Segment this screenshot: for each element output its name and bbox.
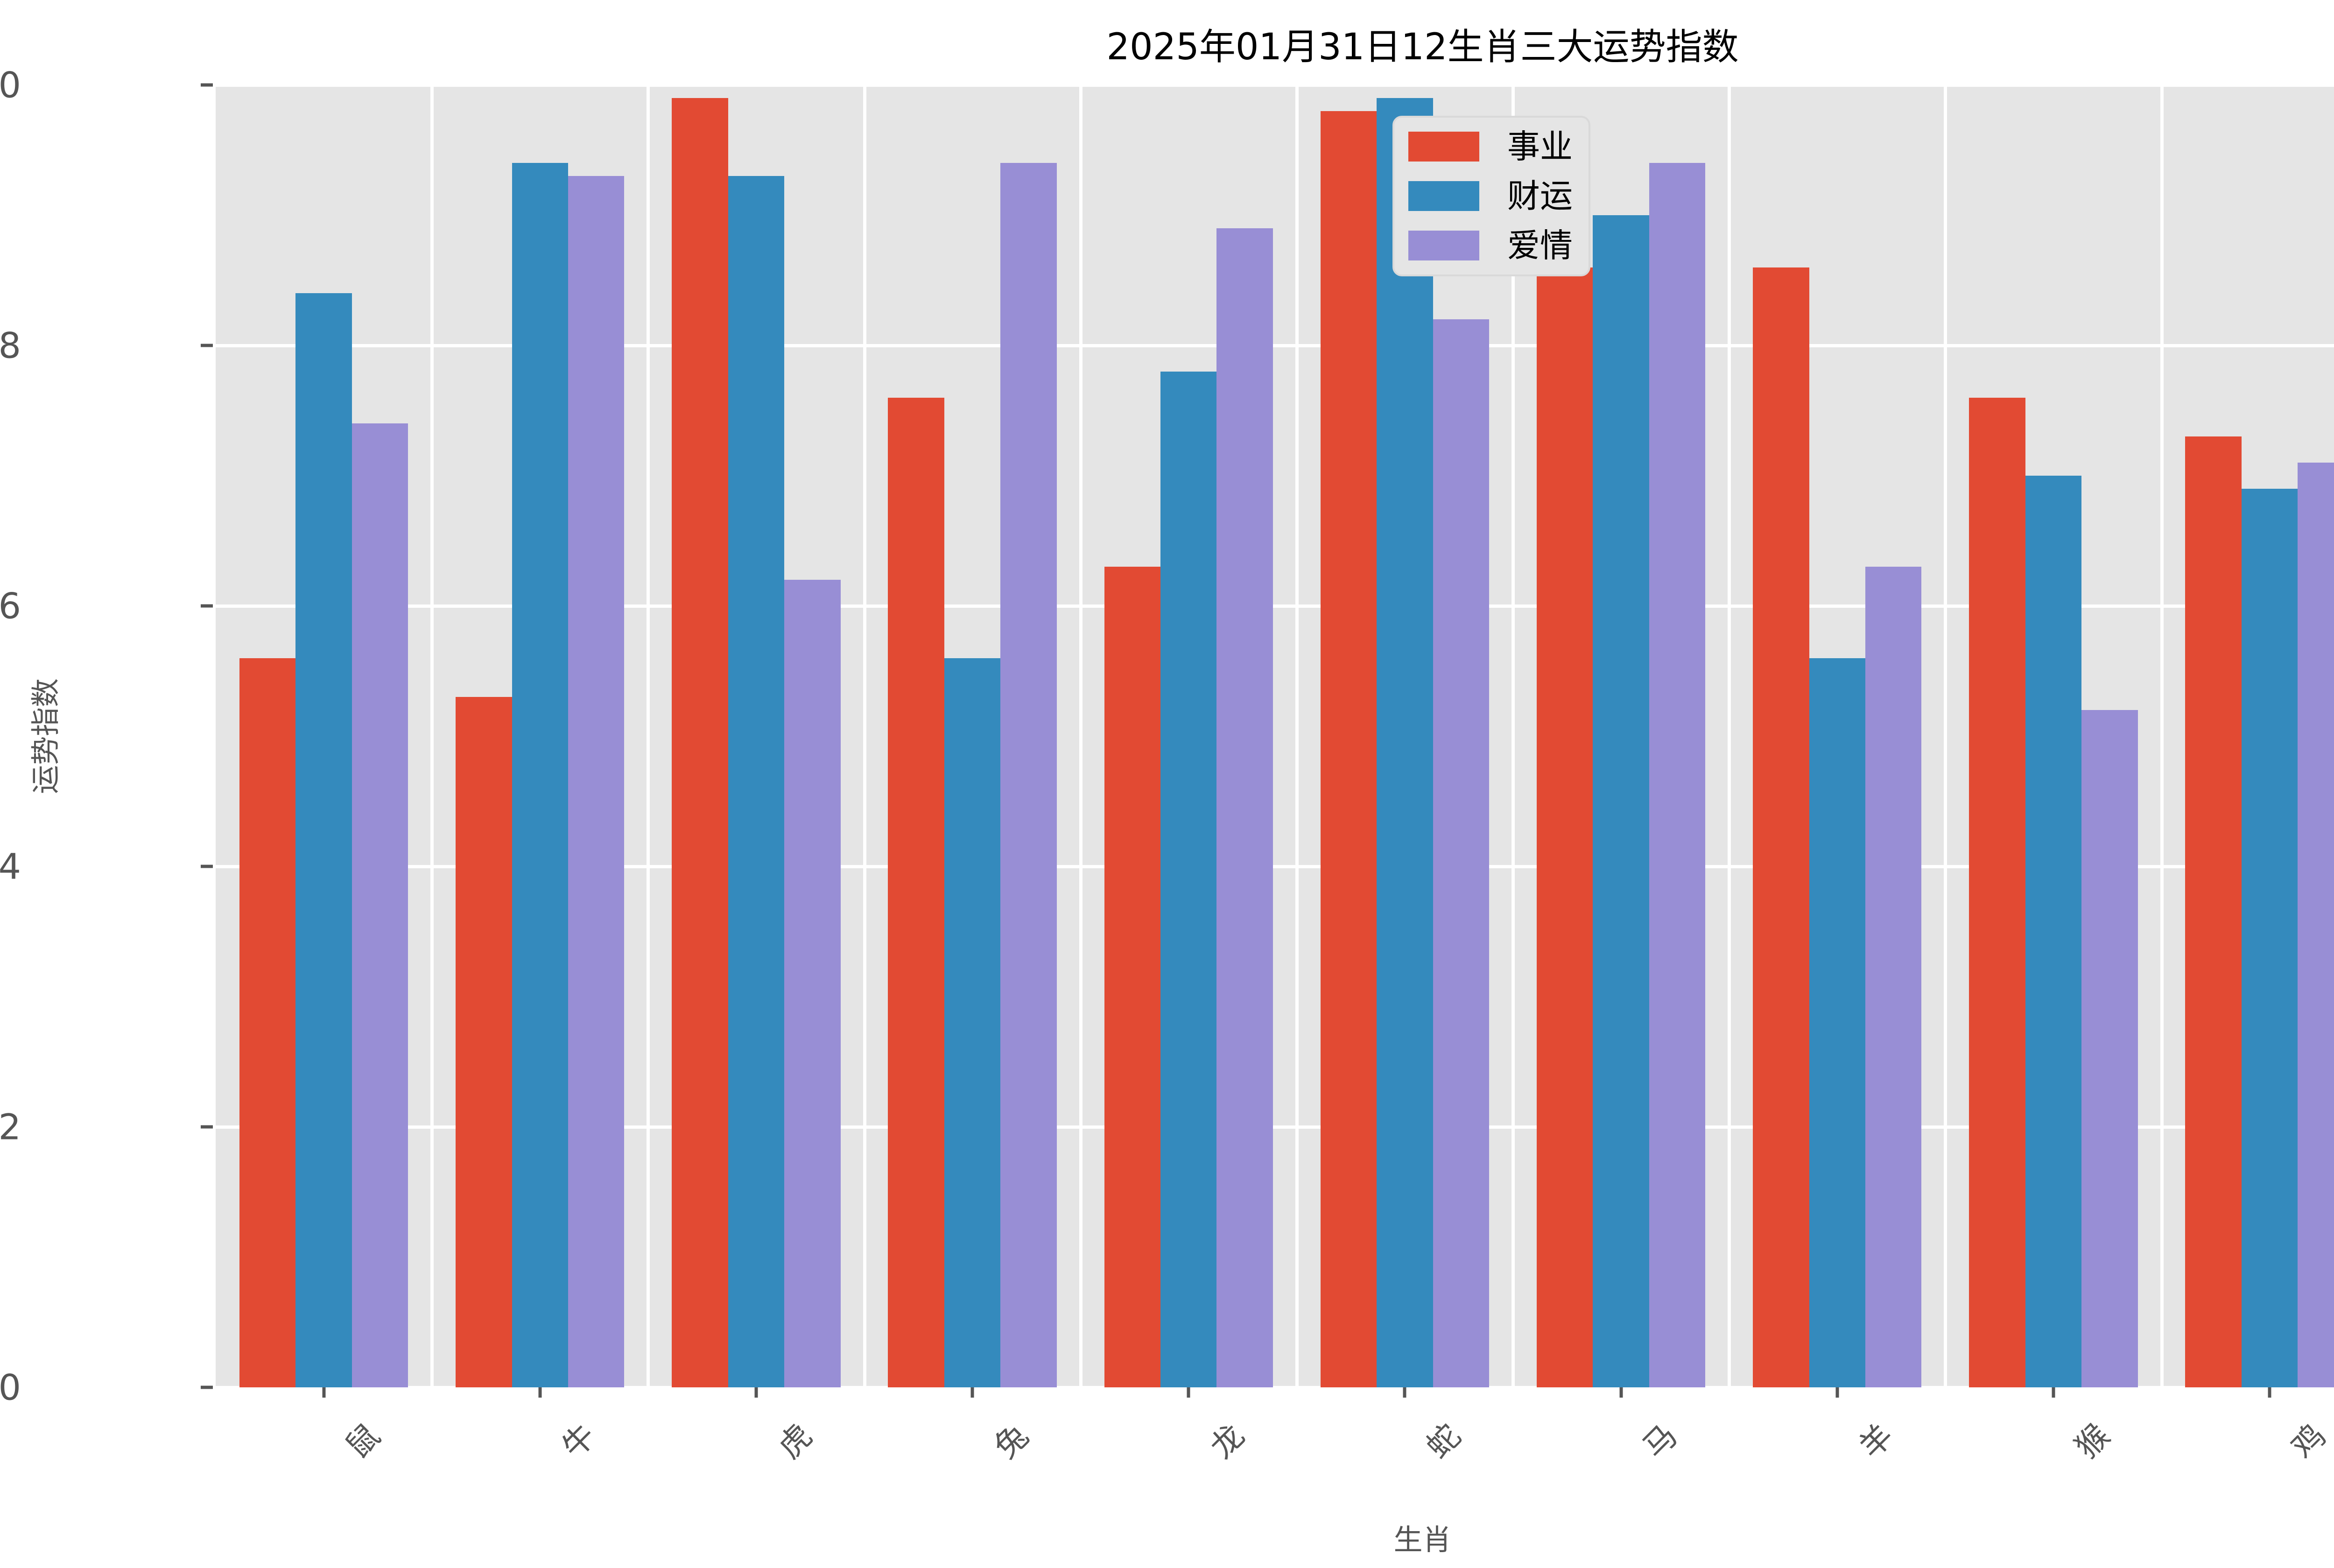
gridline-horizontal (216, 84, 2334, 87)
gridline-horizontal (216, 1125, 2334, 1129)
y-tick-mark (201, 865, 213, 868)
x-tick-mark (754, 1387, 758, 1398)
y-tick-mark (201, 344, 213, 347)
legend-label: 事业 (1507, 127, 1573, 166)
bar (1433, 319, 1490, 1387)
y-tick-mark (201, 1385, 213, 1389)
y-tick-label: 0.4 (0, 845, 21, 887)
y-tick-mark (201, 604, 213, 608)
x-tick-mark (538, 1387, 542, 1398)
x-tick-label: 龙 (1203, 1417, 1252, 1466)
chart-title: 2025年01月31日12生肖三大运势指数 (1106, 26, 1739, 68)
bar (2241, 488, 2298, 1387)
gridline-vertical (1079, 85, 1083, 1387)
x-tick-label: 鼠 (338, 1417, 387, 1466)
bar (1809, 658, 1865, 1387)
bar (2025, 476, 2082, 1387)
x-tick-label: 牛 (555, 1417, 604, 1466)
legend-item: 爱情 (1408, 229, 1573, 262)
bar (1216, 228, 1273, 1387)
bar (512, 163, 568, 1387)
bar (1649, 163, 1706, 1387)
bar (2185, 436, 2242, 1387)
bar (1865, 567, 1922, 1387)
bar (944, 658, 1001, 1387)
gridline-vertical (647, 85, 650, 1387)
gridline-vertical (2160, 85, 2164, 1387)
bar (888, 397, 944, 1387)
y-tick-label: 0.8 (0, 324, 21, 366)
legend-swatch (1408, 132, 1479, 162)
bar (1000, 163, 1057, 1387)
legend-swatch (1408, 181, 1479, 211)
bar (456, 697, 512, 1387)
x-tick-mark (1187, 1387, 1190, 1398)
gridline-vertical (1295, 85, 1299, 1387)
bar (1320, 111, 1377, 1387)
gridline-horizontal (216, 865, 2334, 868)
y-tick-label: 0.0 (0, 1366, 21, 1408)
y-tick-label: 0.2 (0, 1106, 21, 1148)
plot-area (216, 84, 2334, 1389)
bar (1969, 397, 2025, 1387)
gridline-vertical (1511, 85, 1515, 1387)
legend-item: 财运 (1408, 179, 1573, 213)
x-tick-label: 虎 (771, 1417, 820, 1466)
x-tick-mark (1835, 1387, 1839, 1398)
y-tick-label: 0.6 (0, 585, 21, 627)
gridline-vertical (1944, 85, 1947, 1387)
x-tick-label: 羊 (1852, 1417, 1901, 1466)
bar (1160, 371, 1217, 1387)
legend-label: 财运 (1507, 177, 1573, 215)
y-tick-label: 1.0 (0, 64, 21, 106)
x-tick-label: 兔 (987, 1417, 1036, 1466)
x-tick-mark (2268, 1387, 2271, 1398)
x-tick-mark (1403, 1387, 1406, 1398)
bar (295, 293, 352, 1387)
gridline-vertical (1728, 85, 1731, 1387)
bar (2298, 463, 2334, 1387)
x-tick-label: 马 (1636, 1417, 1685, 1466)
legend-item: 事业 (1408, 130, 1573, 163)
legend: 事业 财运 爱情 (1392, 116, 1590, 276)
bar (728, 176, 785, 1387)
x-tick-label: 猴 (2068, 1417, 2117, 1466)
bar (352, 423, 408, 1387)
bar (1536, 267, 1593, 1387)
bar (1377, 98, 1433, 1387)
legend-swatch (1408, 231, 1479, 260)
x-tick-mark (1619, 1387, 1623, 1398)
x-tick-label: 蛇 (1420, 1417, 1469, 1466)
y-tick-mark (201, 83, 213, 87)
x-tick-mark (2052, 1387, 2055, 1398)
bar (568, 176, 625, 1387)
legend-label: 爱情 (1507, 226, 1573, 265)
x-tick-mark (322, 1387, 326, 1398)
bar (2081, 710, 2138, 1387)
gridline-horizontal (216, 344, 2334, 347)
gridline-vertical (863, 85, 866, 1387)
bar (1753, 267, 1809, 1387)
bar (239, 658, 296, 1387)
bar (672, 98, 728, 1387)
bar (1104, 567, 1161, 1387)
y-tick-mark (201, 1125, 213, 1129)
gridline-horizontal (216, 1386, 2334, 1389)
gridline-vertical (430, 85, 434, 1387)
x-tick-label: 鸡 (2285, 1417, 2333, 1466)
x-tick-mark (970, 1387, 974, 1398)
y-axis-label: 运势指数 (28, 678, 63, 795)
gridline-horizontal (216, 605, 2334, 608)
bar (784, 580, 841, 1387)
x-axis-label: 生肖 (1393, 1523, 1452, 1557)
bar (1593, 215, 1649, 1387)
